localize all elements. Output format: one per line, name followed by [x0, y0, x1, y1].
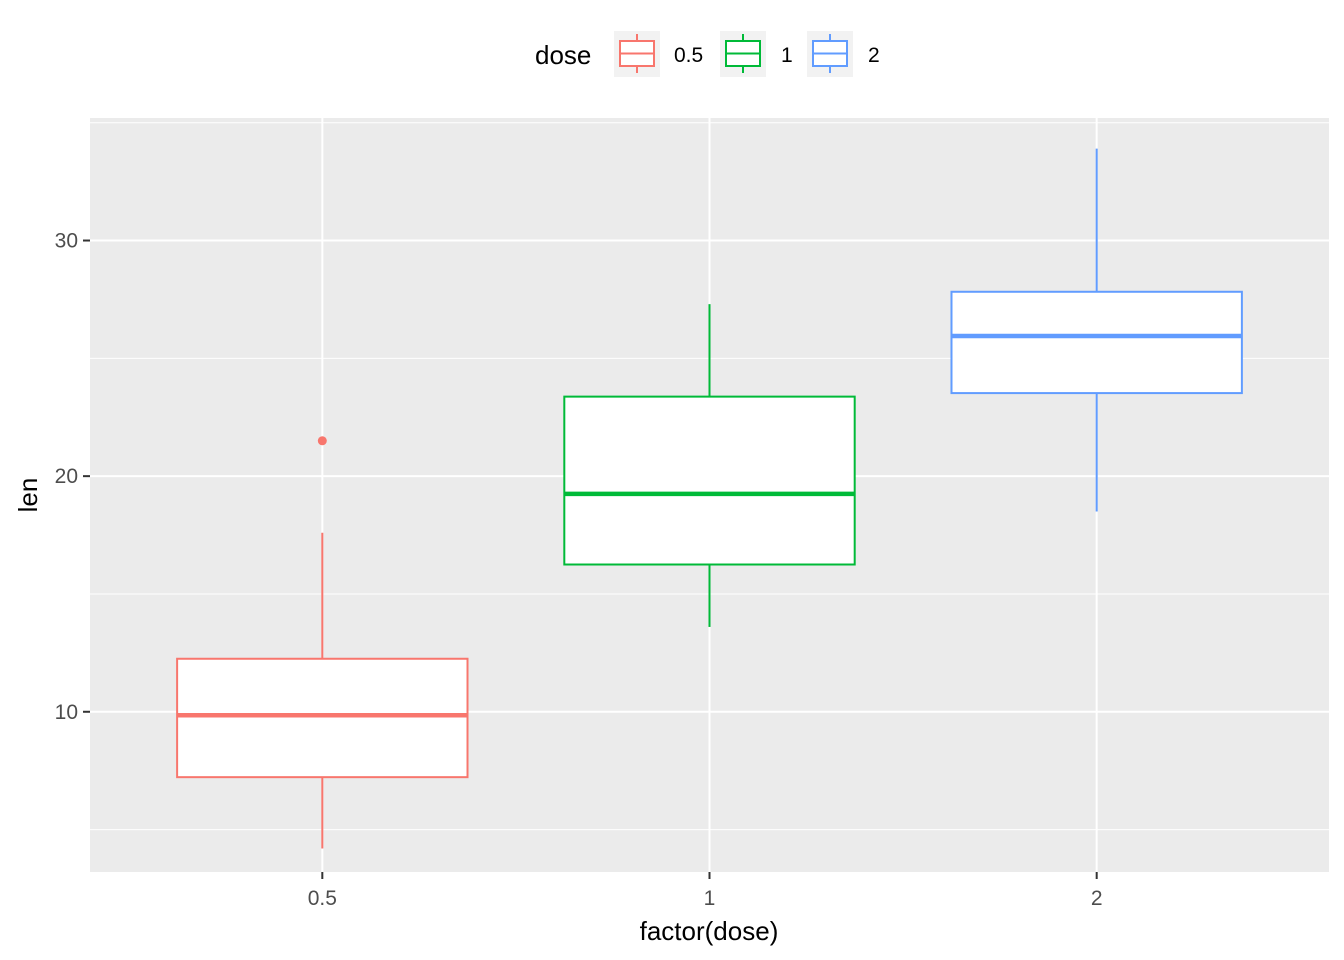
- legend: dose 0.5 1 2: [535, 31, 880, 77]
- boxes: [176, 148, 1243, 849]
- legend-label: 0.5: [674, 44, 703, 67]
- y-tick-label: 20: [55, 465, 78, 488]
- x-axis-title: factor(dose): [640, 916, 779, 946]
- legend-label: 1: [781, 44, 793, 67]
- legend-entry-2: 2: [807, 31, 880, 77]
- x-tick-label: 2: [1091, 887, 1103, 910]
- legend-label: 2: [868, 44, 880, 67]
- outlier-point: [317, 436, 327, 446]
- x-tick-label: 1: [704, 887, 716, 910]
- y-axis-title: len: [13, 478, 43, 513]
- box-1: [563, 304, 856, 627]
- x-tick-label: 0.5: [308, 887, 337, 910]
- legend-title: dose: [535, 40, 591, 70]
- y-tick-label: 30: [55, 230, 78, 253]
- x-axis: 0.5 1 2: [308, 872, 1103, 910]
- y-tick-label: 10: [55, 701, 78, 724]
- legend-entry-0.5: 0.5: [614, 31, 703, 77]
- y-axis: 10 20 30: [55, 230, 90, 724]
- box-iqr: [176, 657, 469, 779]
- box-0.5: [176, 436, 469, 849]
- box-iqr: [950, 290, 1243, 395]
- legend-entries: 0.5 1 2: [614, 31, 880, 77]
- legend-entry-1: 1: [720, 31, 793, 77]
- box-2: [950, 148, 1243, 512]
- box-iqr: [563, 395, 856, 566]
